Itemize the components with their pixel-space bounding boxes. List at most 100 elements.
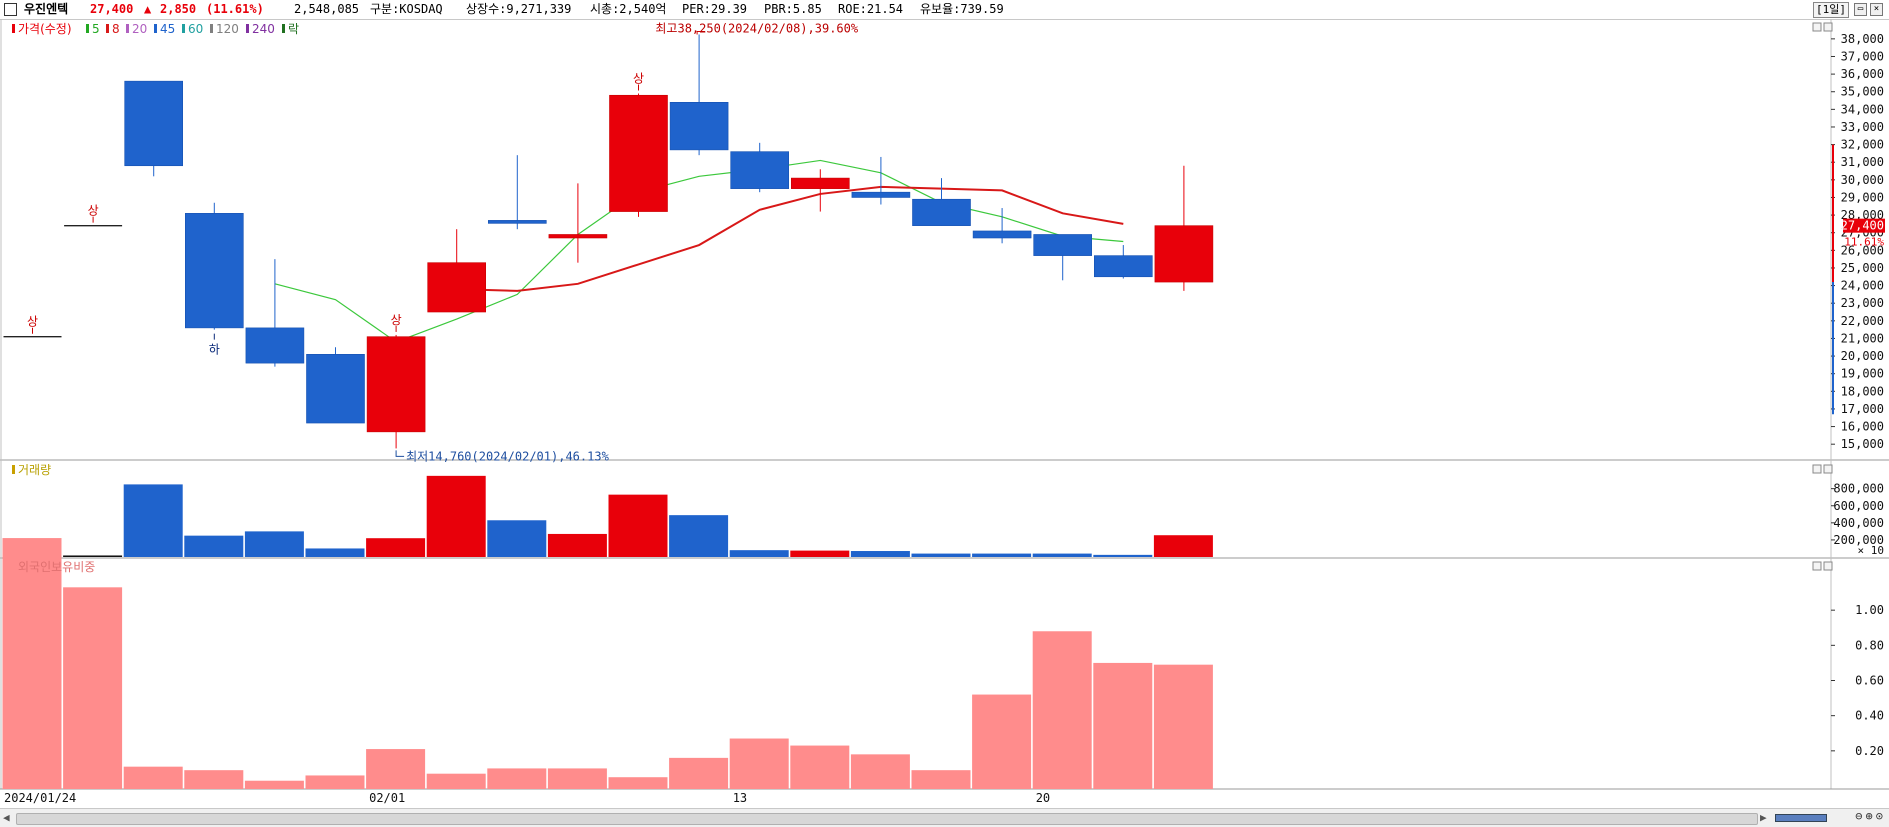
scroll-right-icon[interactable]: ▶ (1760, 811, 1767, 824)
volume-tick-label: 200,000 (1833, 533, 1884, 547)
foreign-tick-label: 0.80 (1855, 638, 1884, 652)
volume-stat: 2,548,085 (294, 2, 360, 16)
legend-marker (12, 465, 15, 474)
legend-ma: 5 (92, 22, 100, 36)
foreign-bar (2, 538, 62, 789)
panel-close-button[interactable] (1823, 561, 1833, 571)
panel-restore-button[interactable] (1812, 22, 1822, 32)
legend-foreign: 외국인보유비중 (18, 560, 95, 574)
candle-body (1033, 234, 1092, 256)
price-tick-label: 36,000 (1841, 67, 1884, 81)
volume-bar (729, 550, 789, 557)
candle-body (912, 198, 971, 226)
period-selector[interactable]: [1일] (1813, 2, 1849, 18)
foreign-tick-label: 0.40 (1855, 709, 1884, 723)
legend-marker (182, 24, 185, 33)
horizontal-scrollbar[interactable]: ◀ ▶ ⊖ ⊕ ⊙ (0, 808, 1889, 827)
legend-ma: 120 (216, 22, 239, 36)
price-tick-label: 17,000 (1841, 402, 1884, 416)
candle-body (1094, 255, 1153, 278)
price-tick-label: 26,000 (1841, 243, 1884, 257)
price-tick-label: 34,000 (1841, 102, 1884, 116)
close-button[interactable]: × (1870, 3, 1883, 16)
candle-body (366, 336, 426, 433)
volume-bar (911, 553, 971, 557)
price-tick-label: 29,000 (1841, 190, 1884, 204)
foreign-bar (1153, 664, 1213, 789)
scroll-left-icon[interactable]: ◀ (3, 811, 10, 824)
roe-stat: ROE:21.54 (838, 2, 904, 16)
volume-bar (184, 535, 244, 557)
zoom-in-icon[interactable]: ⊕ (1865, 809, 1873, 823)
price-change: 2,850 (160, 2, 197, 16)
candle-body (669, 102, 729, 151)
volume-bar (790, 550, 850, 557)
price-tick-label: 19,000 (1841, 367, 1884, 381)
change-pct-tag: 11.61% (1844, 236, 1884, 249)
volume-bar (669, 515, 729, 557)
restore-button[interactable]: ▭ (1854, 3, 1867, 16)
foreign-bar (608, 777, 668, 789)
legend-ma: 8 (112, 22, 120, 36)
panel-close-button[interactable] (1823, 22, 1833, 32)
limit-up-marker: 상 (88, 204, 99, 218)
date-label: 2024/01/24 (4, 791, 76, 805)
legend-marker (126, 24, 129, 33)
legend-ma: 락 (288, 22, 299, 36)
foreign-bar (790, 745, 850, 789)
legend-marker (282, 24, 285, 33)
legend-price: 가격(수정) (18, 22, 72, 36)
select-checkbox[interactable] (4, 3, 17, 16)
volume-bar (1032, 553, 1092, 557)
current-price-tag-label: 27,400 (1841, 219, 1884, 233)
high-pointer (696, 30, 706, 35)
panel-restore-button[interactable] (1812, 561, 1822, 571)
zoom-reset-icon[interactable]: ⊙ (1875, 809, 1883, 823)
volume-bar (608, 494, 668, 557)
volume-tick-label: 800,000 (1833, 482, 1884, 496)
legend-marker (154, 24, 157, 33)
date-label: 13 (733, 791, 747, 805)
per-stat: PER:29.39 (682, 2, 748, 16)
legend-marker (12, 562, 15, 571)
candle-body (790, 177, 850, 189)
zoom-slider[interactable] (1775, 814, 1827, 822)
price-tick-label: 37,000 (1841, 49, 1884, 63)
scroll-thumb[interactable] (16, 813, 1758, 825)
foreign-tick-label: 1.00 (1855, 603, 1884, 617)
price-tick-label: 22,000 (1841, 314, 1884, 328)
ma5-line (274, 159, 1124, 343)
volume-unit-label: × 10 (1858, 544, 1885, 557)
legend-marker (246, 24, 249, 33)
volume-tick-label: 600,000 (1833, 499, 1884, 513)
volume-bar (123, 484, 183, 557)
candle-body (1154, 225, 1214, 283)
foreign-bar (366, 749, 426, 789)
pbr-stat: PBR:5.85 (764, 2, 822, 16)
legend-ma: 60 (188, 22, 203, 36)
price-tick-label: 38,000 (1841, 32, 1884, 46)
price-tick-label: 18,000 (1841, 384, 1884, 398)
low-pointer (395, 450, 405, 457)
panel-close-button[interactable] (1823, 464, 1833, 474)
candle-body (548, 234, 608, 239)
reserve-stat: 유보율:739.59 (920, 2, 1004, 16)
candle-body (245, 327, 305, 364)
panel-restore-button[interactable] (1812, 464, 1822, 474)
price-tick-label: 20,000 (1841, 349, 1884, 363)
price-tick-label: 32,000 (1841, 138, 1884, 152)
current-price-tag (1843, 218, 1885, 233)
price-tick-label: 23,000 (1841, 296, 1884, 310)
price-tick-label: 15,000 (1841, 437, 1884, 451)
candle-body (730, 151, 790, 189)
zoom-out-icon[interactable]: ⊖ (1855, 809, 1863, 823)
legend-ma: 45 (160, 22, 175, 36)
low-annotation: 최저14,760(2024/02/01),46.13% (406, 449, 609, 463)
price-tick-label: 24,000 (1841, 279, 1884, 293)
candle-body (609, 94, 668, 212)
shares-stat: 상장수:9,271,339 (466, 2, 572, 16)
candle-body (851, 191, 911, 198)
stock-chart[interactable]: 15,000 16,000 17,000 18,000 19,000 20,000 21,0… (0, 19, 1889, 808)
foreign-bar (1093, 662, 1153, 789)
volume-bar (426, 475, 486, 557)
